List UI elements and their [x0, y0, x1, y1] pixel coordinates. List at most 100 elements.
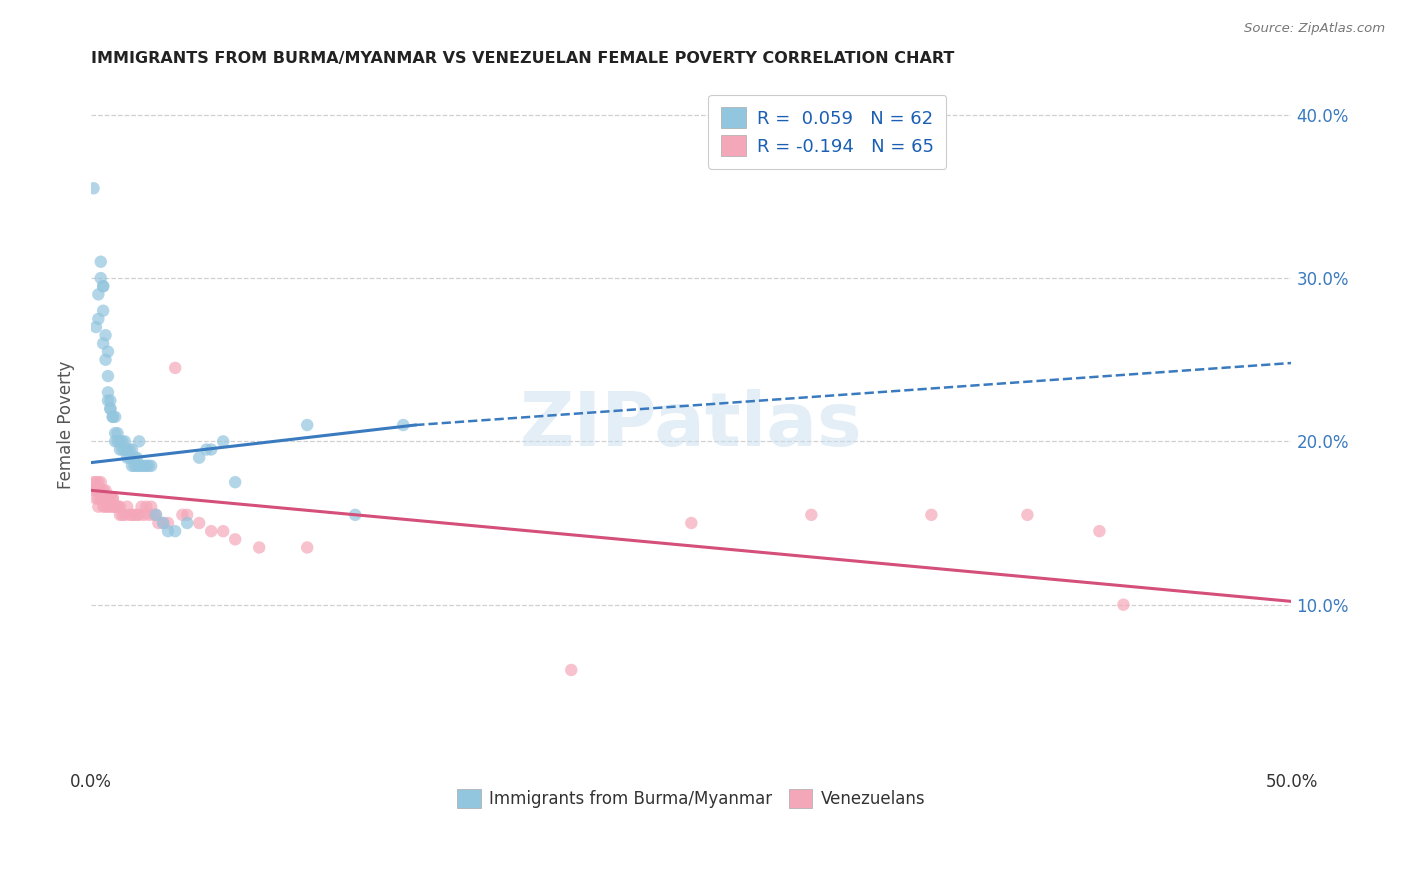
- Point: [87, 500, 110, 514]
- Point: [108, 442, 131, 457]
- Point: [172, 508, 194, 522]
- Point: [176, 508, 198, 522]
- Point: [195, 442, 218, 457]
- Point: [152, 516, 174, 530]
- Point: [128, 434, 150, 449]
- Point: [91, 483, 114, 498]
- Point: [121, 458, 143, 473]
- Point: [114, 508, 136, 522]
- Point: [224, 533, 246, 547]
- Point: [90, 483, 112, 498]
- Point: [115, 450, 138, 465]
- Point: [125, 450, 148, 465]
- Point: [128, 458, 150, 473]
- Point: [97, 393, 120, 408]
- Point: [94, 328, 117, 343]
- Point: [125, 458, 148, 473]
- Point: [135, 458, 157, 473]
- Point: [392, 417, 415, 432]
- Point: [145, 508, 167, 522]
- Point: [87, 483, 110, 498]
- Point: [94, 500, 117, 514]
- Point: [111, 442, 134, 457]
- Point: [91, 500, 114, 514]
- Point: [87, 475, 110, 490]
- Point: [114, 442, 136, 457]
- Point: [121, 508, 143, 522]
- Point: [101, 500, 124, 514]
- Point: [115, 442, 138, 457]
- Point: [188, 450, 211, 465]
- Point: [97, 491, 120, 506]
- Point: [560, 663, 582, 677]
- Point: [200, 442, 222, 457]
- Point: [920, 508, 942, 522]
- Point: [108, 434, 131, 449]
- Point: [156, 524, 179, 538]
- Point: [344, 508, 367, 522]
- Point: [83, 475, 105, 490]
- Text: Source: ZipAtlas.com: Source: ZipAtlas.com: [1244, 22, 1385, 36]
- Point: [188, 516, 211, 530]
- Point: [111, 508, 134, 522]
- Point: [107, 426, 129, 441]
- Point: [87, 287, 110, 301]
- Point: [124, 458, 146, 473]
- Point: [87, 491, 110, 506]
- Point: [128, 508, 150, 522]
- Point: [97, 500, 120, 514]
- Point: [138, 508, 160, 522]
- Point: [104, 426, 127, 441]
- Point: [145, 508, 167, 522]
- Point: [91, 491, 114, 506]
- Point: [1112, 598, 1135, 612]
- Point: [118, 450, 141, 465]
- Point: [118, 508, 141, 522]
- Point: [156, 516, 179, 530]
- Point: [111, 434, 134, 449]
- Point: [101, 409, 124, 424]
- Legend: Immigrants from Burma/Myanmar, Venezuelans: Immigrants from Burma/Myanmar, Venezuela…: [451, 782, 932, 814]
- Point: [125, 508, 148, 522]
- Point: [83, 181, 105, 195]
- Point: [124, 508, 146, 522]
- Point: [138, 458, 160, 473]
- Point: [200, 524, 222, 538]
- Point: [90, 254, 112, 268]
- Point: [94, 483, 117, 498]
- Y-axis label: Female Poverty: Female Poverty: [58, 361, 75, 489]
- Point: [107, 500, 129, 514]
- Point: [1088, 524, 1111, 538]
- Point: [131, 500, 153, 514]
- Point: [84, 320, 107, 334]
- Point: [104, 500, 127, 514]
- Point: [107, 434, 129, 449]
- Point: [118, 442, 141, 457]
- Point: [98, 491, 121, 506]
- Point: [224, 475, 246, 490]
- Point: [107, 500, 129, 514]
- Point: [94, 352, 117, 367]
- Point: [90, 491, 112, 506]
- Point: [84, 475, 107, 490]
- Point: [121, 442, 143, 457]
- Point: [91, 279, 114, 293]
- Point: [212, 524, 235, 538]
- Point: [295, 417, 318, 432]
- Point: [97, 369, 120, 384]
- Point: [132, 508, 155, 522]
- Point: [141, 500, 163, 514]
- Point: [101, 409, 124, 424]
- Point: [98, 401, 121, 416]
- Point: [135, 500, 157, 514]
- Point: [104, 434, 127, 449]
- Point: [101, 491, 124, 506]
- Point: [84, 491, 107, 506]
- Point: [131, 458, 153, 473]
- Point: [90, 271, 112, 285]
- Point: [1017, 508, 1039, 522]
- Point: [91, 303, 114, 318]
- Point: [247, 541, 270, 555]
- Point: [97, 344, 120, 359]
- Point: [98, 500, 121, 514]
